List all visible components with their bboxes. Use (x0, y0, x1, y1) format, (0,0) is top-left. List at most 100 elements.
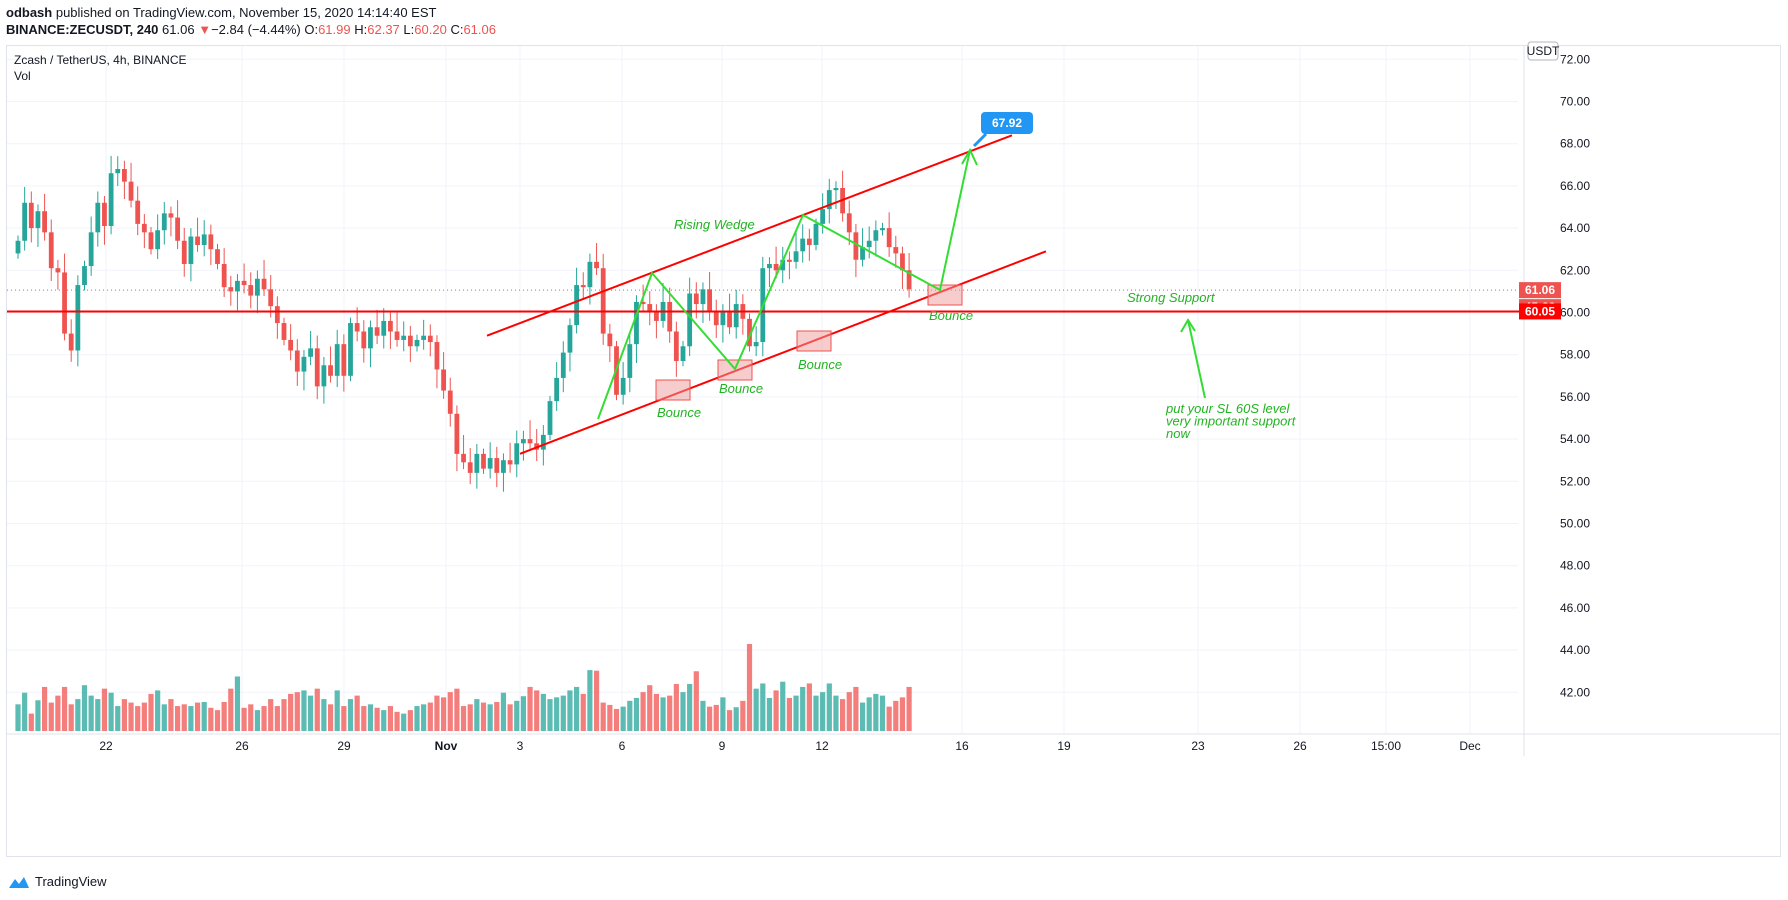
note-text: very important support (1166, 414, 1297, 429)
high-value: 62.37 (367, 22, 400, 37)
candle (494, 458, 500, 473)
volume-bar (241, 707, 247, 731)
candle (28, 202, 34, 229)
volume-bar (647, 685, 653, 731)
candle (195, 236, 200, 245)
candle (527, 439, 533, 444)
change-arrow-icon: ▼ (198, 22, 212, 37)
time-tick-label: 12 (815, 739, 829, 753)
candle (388, 320, 393, 332)
candle (268, 289, 274, 307)
candle (800, 238, 806, 252)
candle (314, 348, 320, 387)
volume-bar (208, 707, 214, 731)
low-label: L: (403, 22, 415, 37)
candle (414, 339, 420, 347)
volume-bar (527, 686, 533, 731)
volume-bar (760, 683, 766, 731)
time-axis[interactable]: 22 26 29 Nov 3 6 9 12 16 19 23 26 15:00 Dec (7, 733, 1780, 753)
candle (514, 443, 520, 465)
volume-bar (108, 692, 114, 731)
chart-frame (6, 45, 1781, 857)
candle (128, 181, 134, 201)
last-price: 61.06 (162, 22, 195, 37)
volume-bar (853, 686, 859, 731)
volume-bar (95, 699, 101, 731)
tradingview-footer[interactable]: TradingView (8, 874, 107, 889)
volume-bar (248, 704, 254, 731)
rising-wedge-label: Rising Wedge (674, 217, 755, 232)
wedge-upper-trendline (486, 134, 1013, 337)
target-callout-pointer (972, 132, 988, 148)
price-tick-label: 68.00 (1560, 137, 1590, 151)
volume-bar (740, 700, 746, 731)
candle (108, 173, 114, 226)
grid (7, 46, 1518, 734)
candle (168, 213, 174, 218)
candle (620, 377, 626, 395)
candle (713, 312, 719, 326)
legend-volume[interactable]: Vol (14, 69, 31, 83)
volume-bar (500, 692, 507, 731)
candle (255, 278, 260, 296)
candle (634, 301, 639, 345)
volume-bar (540, 693, 546, 731)
candle (521, 439, 526, 444)
high-label: H: (354, 22, 368, 37)
volume-bar (387, 706, 393, 731)
target-callout (981, 112, 1033, 134)
candle (880, 228, 885, 231)
volume-bar (879, 695, 886, 731)
volume-bar (61, 686, 68, 731)
candle (427, 335, 433, 343)
candle (341, 344, 347, 376)
volume-bar (35, 700, 41, 731)
candle (148, 232, 154, 250)
symbol-label: BINANCE:ZECUSDT, 240 (6, 22, 159, 37)
price-axis-label-bg (1519, 303, 1561, 320)
author-name[interactable]: odbash (6, 5, 53, 20)
open-label: O: (304, 22, 319, 37)
candle (813, 223, 819, 245)
candle (673, 331, 679, 362)
candle (507, 460, 513, 465)
price-tick-label: 72.00 (1560, 52, 1590, 66)
candle (334, 344, 340, 376)
candle (454, 413, 460, 454)
candle (88, 232, 94, 267)
volume-bar (520, 696, 526, 731)
volume-bar (175, 706, 181, 731)
volume-bar (893, 700, 899, 731)
price-tick-label: 64.00 (1560, 221, 1590, 235)
note-text: now (1166, 426, 1191, 441)
candle (547, 401, 553, 435)
price-tick-label: 50.00 (1560, 517, 1590, 531)
price-axis[interactable]: 42.00 44.00 46.00 48.00 50.00 52.00 54.00 56.00… (1519, 41, 1590, 756)
volume-bar (274, 706, 280, 731)
bounce-label: Bounce (798, 357, 842, 372)
price-tick-label: 52.00 (1560, 474, 1590, 488)
volume-bar (474, 699, 480, 731)
price-tick-label: 70.00 (1560, 95, 1590, 109)
candle (288, 339, 294, 351)
candle (627, 344, 633, 378)
volume-bar (673, 684, 679, 731)
zigzag-projection (597, 149, 971, 420)
volume-bar (859, 702, 866, 731)
candle (700, 289, 706, 305)
volume-bar (261, 706, 267, 731)
candle (141, 223, 147, 233)
candle (467, 462, 473, 473)
price-tick-label: 46.00 (1560, 601, 1590, 615)
candle (540, 434, 546, 450)
candle (248, 285, 254, 296)
candle (501, 460, 506, 473)
legend-title[interactable]: Zcash / TetherUS, 4h, BINANCE (14, 53, 187, 67)
price-tick-label: 42.00 (1560, 685, 1590, 699)
candle (567, 325, 573, 353)
volume-bar (560, 695, 566, 731)
volume-bar (394, 711, 400, 731)
volume-bar (620, 706, 626, 731)
drawings: Rising Wedge Bounce Bounce Bounce Bounce Stro… (7, 112, 1524, 455)
